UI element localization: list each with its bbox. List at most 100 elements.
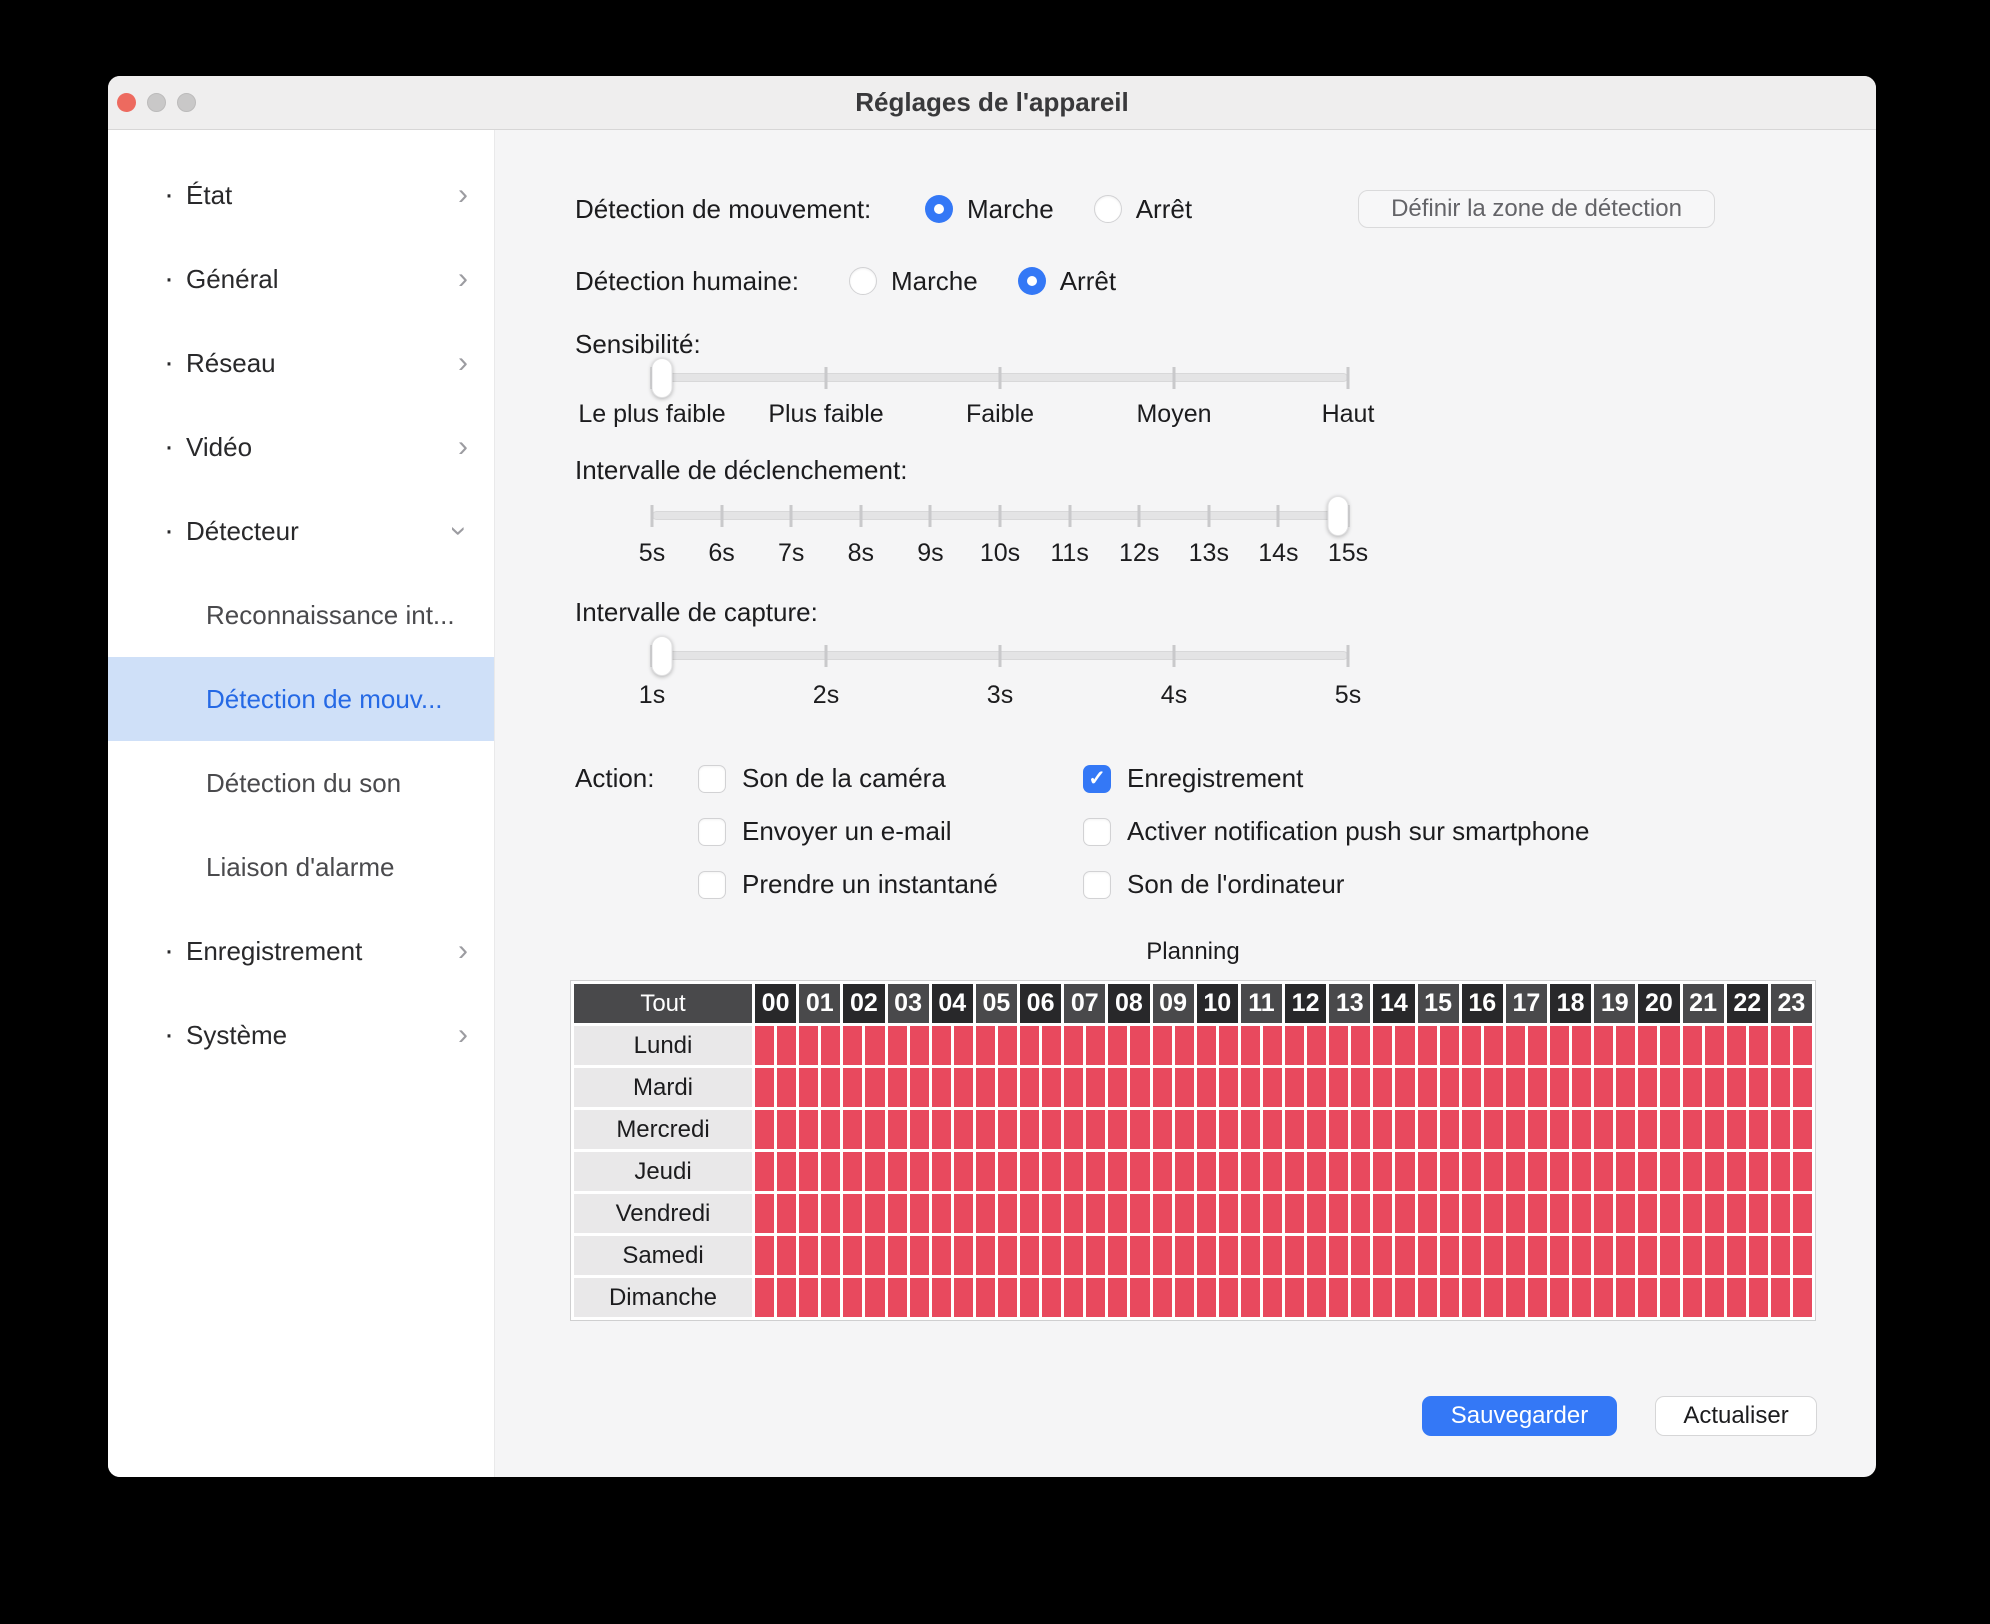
schedule-cell[interactable]	[931, 1236, 973, 1275]
schedule-cell[interactable]	[1285, 1068, 1327, 1107]
schedule-half-hour-slot[interactable]	[1395, 1026, 1415, 1065]
schedule-half-hour-slot[interactable]	[1550, 1068, 1570, 1107]
schedule-half-hour-slot[interactable]	[1461, 1236, 1481, 1275]
schedule-half-hour-slot[interactable]	[799, 1110, 819, 1149]
schedule-hour-header[interactable]: 06	[1020, 984, 1062, 1023]
schedule-half-hour-slot[interactable]	[1748, 1152, 1768, 1191]
schedule-half-hour-slot[interactable]	[1351, 1194, 1371, 1233]
schedule-cell[interactable]	[1682, 1278, 1724, 1317]
schedule-half-hour-slot[interactable]	[975, 1110, 995, 1149]
schedule-cell[interactable]	[1329, 1068, 1371, 1107]
schedule-half-hour-slot[interactable]	[1682, 1026, 1702, 1065]
schedule-half-hour-slot[interactable]	[1748, 1068, 1768, 1107]
schedule-half-hour-slot[interactable]	[1240, 1278, 1260, 1317]
schedule-half-hour-slot[interactable]	[1351, 1152, 1371, 1191]
sidebar-item-general[interactable]: · Général ›	[108, 237, 494, 321]
schedule-cell[interactable]	[1196, 1152, 1238, 1191]
schedule-cell[interactable]	[1020, 1152, 1062, 1191]
schedule-half-hour-slot[interactable]	[1020, 1194, 1040, 1233]
sidebar-item-liaison-d-alarme[interactable]: Liaison d'alarme	[108, 825, 494, 909]
schedule-half-hour-slot[interactable]	[1240, 1026, 1260, 1065]
schedule-cell[interactable]	[1682, 1194, 1724, 1233]
schedule-half-hour-slot[interactable]	[1439, 1194, 1459, 1233]
schedule-cell[interactable]	[1461, 1152, 1503, 1191]
schedule-half-hour-slot[interactable]	[865, 1152, 885, 1191]
son-de-la-camera-checkbox[interactable]	[698, 764, 726, 793]
schedule-half-hour-slot[interactable]	[1770, 1278, 1790, 1317]
schedule-half-hour-slot[interactable]	[1351, 1278, 1371, 1317]
schedule-half-hour-slot[interactable]	[1395, 1068, 1415, 1107]
schedule-half-hour-slot[interactable]	[777, 1236, 797, 1275]
schedule-half-hour-slot[interactable]	[1020, 1236, 1040, 1275]
schedule-half-hour-slot[interactable]	[1373, 1278, 1393, 1317]
schedule-half-hour-slot[interactable]	[1660, 1194, 1680, 1233]
schedule-half-hour-slot[interactable]	[821, 1194, 841, 1233]
schedule-half-hour-slot[interactable]	[953, 1194, 973, 1233]
schedule-cell[interactable]	[1064, 1068, 1106, 1107]
schedule-hour-header[interactable]: 01	[799, 984, 841, 1023]
schedule-cell[interactable]	[1638, 1152, 1680, 1191]
schedule-half-hour-slot[interactable]	[1527, 1236, 1548, 1275]
schedule-cell[interactable]	[975, 1152, 1018, 1191]
schedule-half-hour-slot[interactable]	[1307, 1152, 1327, 1191]
schedule-half-hour-slot[interactable]	[1196, 1236, 1216, 1275]
schedule-half-hour-slot[interactable]	[1638, 1194, 1658, 1233]
sidebar-item-detection-du-son[interactable]: Détection du son	[108, 741, 494, 825]
schedule-cell[interactable]	[1417, 1026, 1459, 1065]
schedule-half-hour-slot[interactable]	[1262, 1278, 1283, 1317]
schedule-cell[interactable]	[1373, 1068, 1415, 1107]
human-marche-radio[interactable]	[849, 267, 877, 295]
schedule-half-hour-slot[interactable]	[1329, 1236, 1349, 1275]
schedule-half-hour-slot[interactable]	[1527, 1026, 1548, 1065]
schedule-half-hour-slot[interactable]	[755, 1278, 775, 1317]
capture-interval-slider[interactable]	[650, 625, 1350, 685]
schedule-cell[interactable]	[1240, 1236, 1283, 1275]
schedule-cell[interactable]	[755, 1236, 797, 1275]
schedule-half-hour-slot[interactable]	[1130, 1236, 1150, 1275]
schedule-half-hour-slot[interactable]	[865, 1110, 885, 1149]
schedule-cell[interactable]	[887, 1236, 929, 1275]
schedule-half-hour-slot[interactable]	[887, 1026, 907, 1065]
schedule-half-hour-slot[interactable]	[1527, 1110, 1548, 1149]
schedule-half-hour-slot[interactable]	[1439, 1068, 1459, 1107]
schedule-hour-header[interactable]: 19	[1594, 984, 1636, 1023]
schedule-cell[interactable]	[1020, 1236, 1062, 1275]
schedule-cell[interactable]	[799, 1194, 841, 1233]
schedule-cell[interactable]	[1505, 1236, 1548, 1275]
schedule-half-hour-slot[interactable]	[1505, 1152, 1525, 1191]
schedule-hour-header[interactable]: 07	[1064, 984, 1106, 1023]
schedule-cell[interactable]	[1152, 1026, 1194, 1065]
schedule-day-label[interactable]: Jeudi	[574, 1152, 752, 1191]
schedule-cell[interactable]	[799, 1152, 841, 1191]
minimize-button[interactable]	[147, 93, 166, 112]
schedule-half-hour-slot[interactable]	[1218, 1152, 1238, 1191]
schedule-half-hour-slot[interactable]	[1550, 1278, 1570, 1317]
schedule-cell[interactable]	[1461, 1068, 1503, 1107]
schedule-cell[interactable]	[1417, 1068, 1459, 1107]
schedule-cell[interactable]	[1240, 1068, 1283, 1107]
schedule-half-hour-slot[interactable]	[1174, 1110, 1194, 1149]
schedule-half-hour-slot[interactable]	[1550, 1026, 1570, 1065]
schedule-half-hour-slot[interactable]	[1660, 1068, 1680, 1107]
schedule-cell[interactable]	[1020, 1194, 1062, 1233]
schedule-cell[interactable]	[799, 1026, 841, 1065]
schedule-half-hour-slot[interactable]	[1285, 1110, 1305, 1149]
schedule-cell[interactable]	[843, 1068, 885, 1107]
schedule-hour-header[interactable]: 20	[1638, 984, 1680, 1023]
schedule-half-hour-slot[interactable]	[909, 1026, 929, 1065]
schedule-cell[interactable]	[1285, 1236, 1327, 1275]
schedule-half-hour-slot[interactable]	[1770, 1152, 1790, 1191]
schedule-half-hour-slot[interactable]	[1748, 1278, 1768, 1317]
schedule-half-hour-slot[interactable]	[1483, 1110, 1503, 1149]
schedule-half-hour-slot[interactable]	[1505, 1236, 1525, 1275]
schedule-half-hour-slot[interactable]	[1064, 1026, 1084, 1065]
schedule-half-hour-slot[interactable]	[1285, 1152, 1305, 1191]
schedule-cell[interactable]	[1108, 1026, 1150, 1065]
schedule-cell[interactable]	[1770, 1236, 1813, 1275]
schedule-half-hour-slot[interactable]	[1262, 1110, 1283, 1149]
schedule-cell[interactable]	[1329, 1110, 1371, 1149]
schedule-half-hour-slot[interactable]	[1682, 1236, 1702, 1275]
schedule-cell[interactable]	[1064, 1236, 1106, 1275]
schedule-half-hour-slot[interactable]	[1439, 1110, 1459, 1149]
schedule-half-hour-slot[interactable]	[1439, 1278, 1459, 1317]
